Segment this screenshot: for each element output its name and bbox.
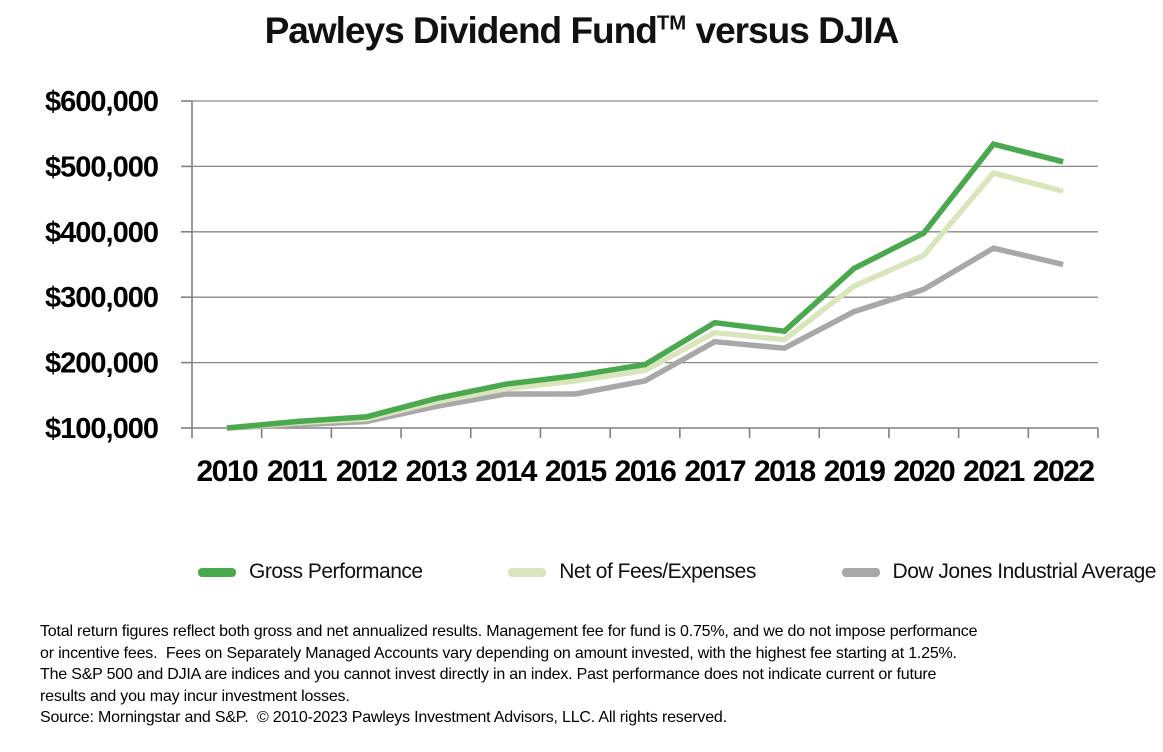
y-tick-label: $600,000: [45, 86, 158, 118]
chart-title-suffix: versus DJIA: [686, 10, 900, 51]
x-tick-label: 2020: [893, 455, 955, 488]
x-tick-label: 2012: [336, 455, 398, 488]
trademark-superscript: TM: [656, 12, 687, 35]
chart-title: Pawleys Dividend FundTM versus DJIA: [0, 10, 1163, 52]
x-tick-label: 2016: [615, 455, 677, 488]
line-chart: $100,000 $200,000 $300,000 $400,000 $500,000…: [45, 86, 1099, 488]
x-tick-label: 2011: [267, 455, 327, 488]
disclaimer-text: Total return figures reflect both gross …: [40, 621, 1143, 729]
x-tick-label: 2017: [684, 455, 746, 488]
y-tick-label: $200,000: [45, 348, 158, 380]
chart-legend: Gross Performance Net of Fees/Expenses D…: [198, 560, 1157, 584]
legend-item-net-of-fees: Net of Fees/Expenses: [508, 560, 756, 584]
x-tick-label: 2015: [545, 455, 607, 488]
disclaimer-line-1: Total return figures reflect both gross …: [40, 623, 978, 640]
y-tick-label: $100,000: [45, 413, 158, 445]
legend-label-net-of-fees: Net of Fees/Expenses: [559, 560, 756, 583]
x-tick-label: 2022: [1033, 455, 1095, 488]
x-tick-label: 2021: [963, 455, 1025, 488]
legend-item-gross-performance: Gross Performance: [198, 560, 423, 584]
net-of-fees-swatch: [508, 567, 547, 577]
y-tick-label: $500,000: [45, 151, 158, 183]
chart-title-main: Pawleys Dividend Fund: [264, 10, 658, 51]
legend-label-gross-performance: Gross Performance: [249, 560, 423, 583]
x-tick-label: 2014: [475, 455, 538, 488]
disclaimer-line-4: results and you may incur investment los…: [40, 687, 350, 705]
x-tick-label: 2019: [824, 455, 886, 488]
series-line-dow-jones-industrial-average: [226, 245, 1064, 431]
legend-item-djia: Dow Jones Industrial Average: [841, 560, 1157, 584]
disclaimer-line-2: or incentive fees. Fees on Separately Ma…: [40, 644, 957, 662]
gross-performance-swatch: [198, 567, 236, 577]
y-tick-label: $400,000: [45, 217, 158, 249]
source-line: Source: Morningstar and S&P. © 2010-2023…: [40, 709, 727, 726]
disclaimer-line-3: The S&P 500 and DJIA are indices and you…: [40, 666, 937, 683]
x-tick-label: 2018: [754, 455, 816, 488]
x-tick-label: 2010: [196, 455, 258, 488]
y-tick-label: $300,000: [45, 282, 158, 314]
legend-label-djia: Dow Jones Industrial Average: [892, 560, 1157, 583]
djia-swatch: [841, 567, 880, 577]
series-line-gross-performance: [226, 141, 1064, 431]
x-tick-label: 2013: [406, 455, 468, 488]
